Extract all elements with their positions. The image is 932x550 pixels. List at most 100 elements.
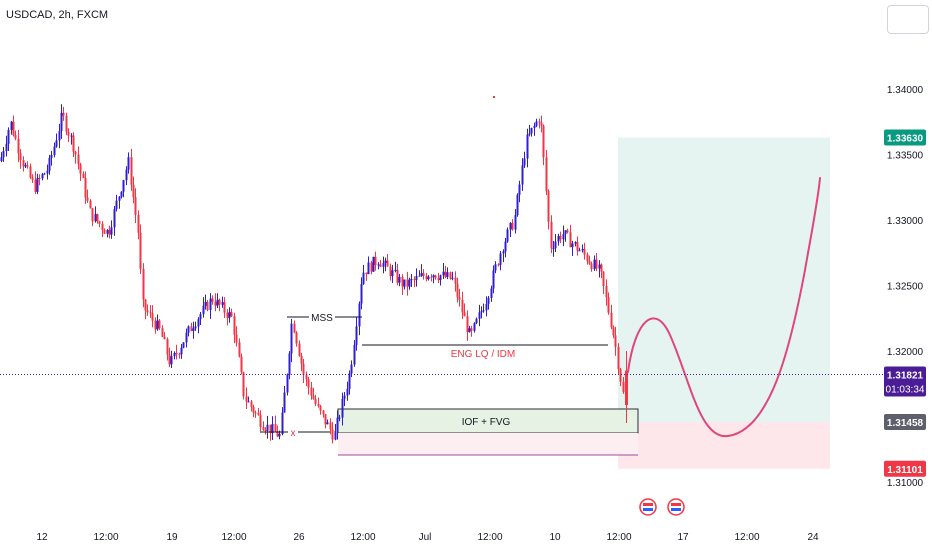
candle-body	[67, 131, 70, 136]
candle-body	[439, 275, 442, 281]
candle-body	[130, 157, 133, 185]
candle-body	[295, 332, 298, 344]
candle-body	[12, 121, 15, 136]
candle-body	[394, 269, 397, 271]
fvg-lower-zone	[338, 433, 638, 455]
candle-body	[142, 268, 145, 300]
event-flag-icon[interactable]	[667, 498, 685, 516]
candle-body	[362, 272, 365, 284]
candle-body	[353, 344, 356, 365]
candle-body	[29, 166, 32, 178]
candle-body	[449, 272, 452, 279]
candle-body	[466, 316, 469, 333]
candle-body	[144, 299, 147, 311]
candle-body	[415, 276, 418, 280]
candle-body	[598, 264, 601, 269]
event-flag-icon[interactable]	[639, 498, 657, 516]
candle-body	[379, 264, 382, 267]
candle-body	[504, 241, 507, 252]
candle-body	[127, 157, 130, 170]
candle-body	[372, 256, 375, 272]
candle-body	[554, 241, 557, 249]
candle-body	[619, 369, 622, 382]
candle-body	[197, 319, 200, 327]
indicator-toggle-button[interactable]	[887, 5, 929, 34]
candle-body	[173, 352, 176, 357]
candle-body	[444, 271, 447, 277]
candle-body	[590, 263, 593, 270]
candle-body	[300, 355, 303, 364]
candle-body	[437, 278, 440, 281]
candle-body	[487, 297, 490, 304]
x-tick-label: 12:00	[350, 532, 375, 543]
projected-path	[627, 177, 821, 438]
candle-body	[302, 363, 305, 375]
flag-stripe	[671, 503, 681, 506]
candle-body	[602, 271, 605, 287]
candle-body	[595, 259, 598, 269]
entry-price-label: 1.31458	[887, 418, 924, 429]
candle-body	[110, 227, 113, 235]
candle-body	[53, 146, 56, 155]
x-tick-label: Jul	[419, 532, 432, 543]
candle-body	[312, 395, 315, 399]
candle-body	[497, 264, 500, 266]
candle-body	[427, 276, 430, 280]
candle-body	[206, 301, 209, 311]
sweep-label-bg	[288, 426, 298, 438]
candle-body	[163, 336, 166, 340]
candle-body	[625, 370, 628, 405]
candle-body	[538, 121, 541, 123]
candle-body	[156, 320, 159, 330]
candle-body	[233, 316, 236, 335]
candle-body	[77, 154, 80, 165]
candle-body	[336, 417, 339, 432]
candle-body	[535, 121, 538, 126]
candle-body	[230, 312, 233, 317]
candle-body	[166, 339, 169, 355]
candle-body	[324, 414, 327, 425]
candle-body	[377, 264, 380, 266]
candle-body	[451, 277, 454, 279]
candle-body	[545, 157, 548, 192]
candle-body	[523, 158, 526, 166]
candle-body	[281, 412, 284, 435]
candle-body	[310, 387, 313, 396]
candle-body	[223, 302, 226, 313]
candle-body	[343, 395, 346, 399]
candle-body	[360, 283, 363, 304]
candle-body	[502, 251, 505, 254]
x-tick-label: 12:00	[221, 532, 246, 543]
y-tick-label: 1.32000	[887, 347, 924, 358]
candle-body	[605, 286, 608, 298]
candle-body	[406, 279, 409, 287]
candle-body	[463, 312, 466, 317]
candle-body	[293, 323, 296, 333]
candle-body	[89, 200, 92, 209]
candle-body	[540, 122, 543, 126]
candle-body	[588, 261, 591, 264]
candle-body	[432, 275, 435, 277]
candle-body	[254, 412, 257, 414]
candle-body	[286, 374, 289, 393]
candle-body	[442, 271, 445, 276]
x-tick-label: 12:00	[734, 532, 759, 543]
candle-body	[542, 125, 545, 158]
candle-body	[101, 223, 104, 230]
candle-body	[396, 269, 399, 283]
candle-body	[485, 303, 488, 311]
candle-body	[461, 299, 464, 313]
candle-body	[82, 173, 85, 178]
candle-body	[19, 153, 22, 161]
candle-body	[269, 424, 272, 434]
candle-body	[355, 326, 358, 345]
candle-body	[564, 230, 567, 235]
candle-body	[370, 262, 373, 272]
candle-body	[242, 372, 245, 397]
candle-body	[122, 180, 125, 192]
candle-body	[341, 398, 344, 418]
iof-label: IOF + FVG	[462, 417, 511, 428]
candle-body	[190, 326, 193, 331]
candle-body	[338, 417, 341, 419]
